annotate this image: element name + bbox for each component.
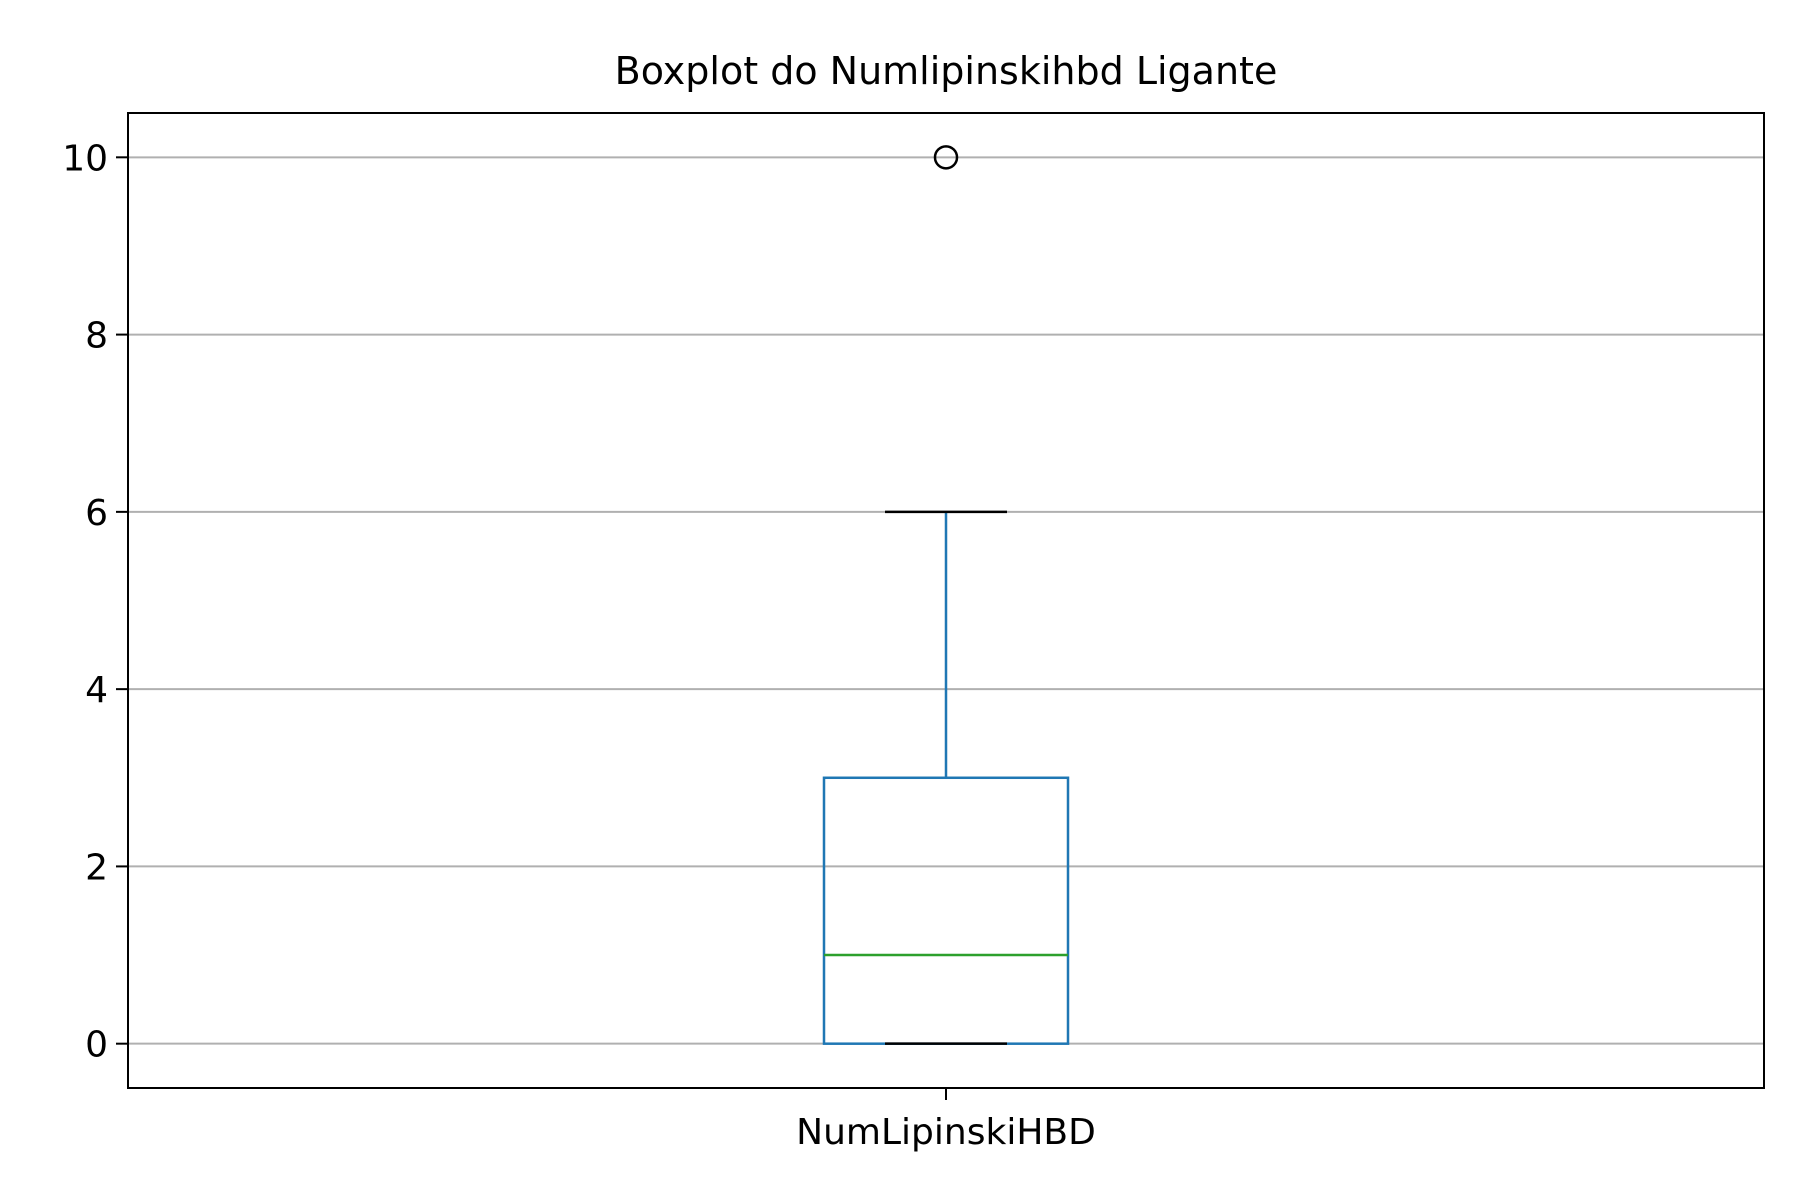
x-tick-label: NumLipinskiHBD	[796, 1112, 1096, 1153]
box-layer	[822, 145, 1070, 1045]
box-group	[822, 145, 1070, 1045]
y-tick-label: 10	[62, 138, 108, 179]
y-tick-label: 0	[85, 1025, 108, 1066]
y-axis: 0 2 4 6 8 10	[62, 138, 128, 1066]
y-tick-label: 4	[85, 670, 108, 711]
plot-frame	[127, 112, 1765, 1089]
x-axis: NumLipinskiHBD	[796, 1088, 1096, 1153]
y-tick-label: 6	[85, 493, 108, 534]
chart-title: Boxplot do Numlipinskihbd Ligante	[615, 49, 1278, 93]
y-tick-label: 8	[85, 316, 108, 357]
box-iqr	[822, 776, 1070, 1045]
y-tick-label: 2	[85, 847, 108, 888]
outlier-point	[933, 145, 959, 170]
